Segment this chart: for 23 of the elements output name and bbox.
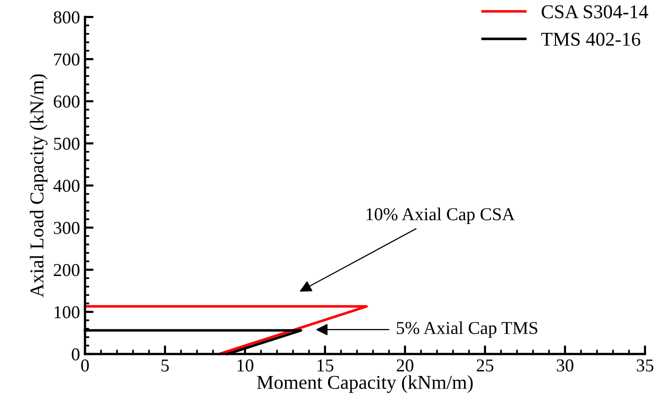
annotation: 10% Axial Cap CSA xyxy=(366,208,515,224)
x-tick-label: 10 xyxy=(238,359,254,372)
y-tick-label: 300 xyxy=(54,222,80,234)
y-tick-label: 600 xyxy=(54,96,80,108)
x-tick-label: 30 xyxy=(556,359,574,372)
x-tick-label: 15 xyxy=(318,359,334,372)
legend-label: CSA S304-14 xyxy=(542,5,648,18)
y-tick-label: 500 xyxy=(54,138,80,150)
y-tick-label: 700 xyxy=(54,53,80,66)
legend-label: TMS 402-16 xyxy=(541,32,640,46)
y-tick-label: 800 xyxy=(54,11,80,24)
y-tick-label: 0 xyxy=(72,348,80,360)
x-axis-title: Moment Capacity (kNm/m) xyxy=(257,375,473,393)
x-tick-label: 0 xyxy=(81,359,89,372)
x-tick-label: 25 xyxy=(476,359,494,372)
x-tick-label: 5 xyxy=(162,360,169,372)
y-axis-title: Axial Load Capacity (kN/m) xyxy=(30,74,48,298)
annotation: 5% Axial Cap TMS xyxy=(396,321,538,338)
y-tick-label: 400 xyxy=(53,180,80,192)
x-tick-label: 35 xyxy=(636,359,654,372)
x-tick-label: 20 xyxy=(396,359,414,372)
y-tick-label: 200 xyxy=(54,264,80,276)
y-tick-label: 100 xyxy=(54,306,80,318)
